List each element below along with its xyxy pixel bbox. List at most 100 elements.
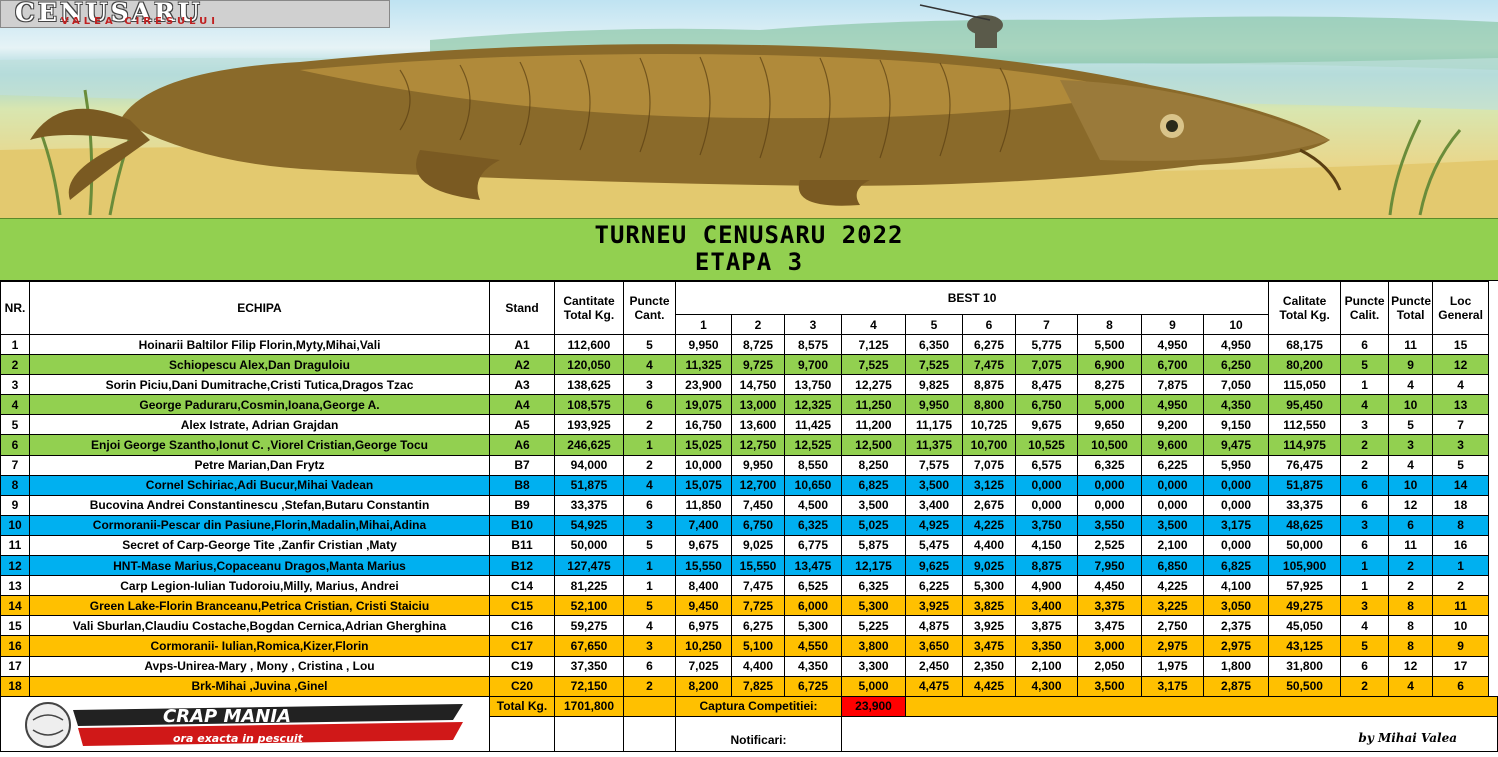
cell-best-6: 3,825 [962,595,1016,617]
cell-best-10: 3,050 [1202,595,1270,617]
cell-best-4: 5,875 [841,534,906,557]
cell-echipa: Sorin Piciu,Dani Dumitrache,Cristi Tutic… [29,374,490,396]
cell-nr: 10 [0,514,30,536]
cell-nr: 2 [0,354,30,376]
cell-total-kg: 112,600 [554,333,624,356]
cell-puncte-cant: 2 [623,414,676,436]
cell-best-9: 4,950 [1141,333,1204,356]
cell-echipa: HNT-Mase Marius,Copaceanu Dragos,Manta M… [29,555,490,577]
cell-best-6: 6,275 [962,333,1016,356]
footer-row-notes: Notificari: by Mihai Valea [1,715,1498,752]
cell-best-3: 8,575 [784,333,842,356]
cell-total-kg: 193,925 [554,414,624,436]
cell-best-2: 9,025 [731,534,785,557]
cell-stand: B8 [489,474,555,496]
cell-puncte-calit: 1 [1340,555,1390,577]
cell-echipa: Hoinarii Baltilor Filip Florin,Myty,Miha… [29,333,490,356]
col-calitate: Calitate Total Kg. [1268,281,1342,335]
cell-best-7: 10,525 [1015,434,1078,456]
footer-cell [623,695,676,717]
cell-best-10: 6,250 [1202,354,1270,376]
col-best10: BEST 10 [674,281,1270,315]
cell-best-1: 9,950 [675,333,732,356]
cell-puncte-calit: 4 [1340,615,1390,637]
cell-best-6: 10,700 [962,434,1016,456]
cell-best-2: 14,750 [731,374,785,396]
cell-loc-general: 7 [1432,414,1490,436]
cell-total-kg: 51,875 [554,474,624,496]
cell-puncte-calit: 2 [1340,675,1390,697]
cell-best-9: 9,200 [1141,414,1204,436]
col-puncte-calit-line1: Puncte [1344,294,1385,308]
cell-best-2: 4,400 [731,655,785,677]
col-calitate-line2: Total Kg. [1279,308,1330,322]
cell-best-9: 0,000 [1141,474,1204,496]
cell-best-6: 3,475 [962,635,1016,657]
cell-best-5: 3,400 [905,494,963,516]
col-loc-general-line2: General [1438,308,1483,322]
cell-total-kg: 108,575 [554,394,624,416]
cell-echipa: George Paduraru,Cosmin,Ioana,George A. [29,394,490,416]
cell-loc-general: 1 [1432,555,1490,577]
cell-stand: A5 [489,414,555,436]
cell-best-4: 5,000 [841,675,906,697]
cell-best-8: 2,525 [1077,534,1142,557]
cell-echipa: Cormoranii- Iulian,Romica,Kizer,Florin [29,635,490,657]
cell-best-2: 9,950 [731,454,785,476]
cell-loc-general: 8 [1432,514,1490,536]
cell-puncte-total: 9 [1388,354,1434,376]
cell-total-kg: 81,225 [554,575,624,597]
cell-best-5: 11,175 [905,414,963,436]
cell-best-3: 6,725 [784,675,842,697]
footer-cell [623,715,676,752]
cell-puncte-total: 11 [1388,534,1434,557]
stage-title: ETAPA 3 [694,248,804,276]
cell-puncte-total: 12 [1388,655,1434,677]
cell-best-9: 6,700 [1141,354,1204,376]
cell-puncte-total: 8 [1388,595,1434,617]
cell-total-kg: 52,100 [554,595,624,617]
cell-best-9: 9,600 [1141,434,1204,456]
cell-best-5: 3,925 [905,595,963,617]
cell-best-8: 3,000 [1077,635,1142,657]
cell-best-1: 9,450 [675,595,732,617]
cell-best-8: 6,900 [1077,354,1142,376]
cell-best-9: 2,750 [1141,615,1204,637]
cell-best-4: 3,300 [841,655,906,677]
cell-best-1: 9,675 [675,534,732,557]
table-row: 13 Carp Legion-Iulian Tudoroiu,Milly, Mar… [0,575,1498,597]
cell-loc-general: 6 [1432,675,1490,697]
col-best-7: 7 [1015,314,1078,335]
cell-best-2: 5,100 [731,635,785,657]
cell-puncte-cant: 1 [623,555,676,577]
cell-best-10: 9,475 [1202,434,1270,456]
table-row: 3 Sorin Piciu,Dani Dumitrache,Cristi Tuti… [0,374,1498,396]
cell-best-5: 11,375 [905,434,963,456]
cell-best-9: 3,175 [1141,675,1204,697]
cell-loc-general: 5 [1432,454,1490,476]
cell-best-8: 0,000 [1077,494,1142,516]
cell-calitate: 50,000 [1268,534,1342,557]
carp-fish-illustration [0,4,1498,218]
cell-stand: C16 [489,615,555,637]
cell-stand: B11 [489,534,555,557]
cell-total-kg: 54,925 [554,514,624,536]
cell-best-5: 9,950 [905,394,963,416]
col-best-8: 8 [1077,314,1142,335]
cell-calitate: 68,175 [1268,333,1342,356]
cell-best-3: 13,750 [784,374,842,396]
cell-nr: 18 [0,675,30,697]
cell-echipa: Alex Istrate, Adrian Grajdan [29,414,490,436]
cell-echipa: Carp Legion-Iulian Tudoroiu,Milly, Mariu… [29,575,490,597]
cell-total-kg: 127,475 [554,555,624,577]
cell-best-8: 5,000 [1077,394,1142,416]
cell-puncte-total: 12 [1388,494,1434,516]
cell-nr: 13 [0,575,30,597]
cell-puncte-cant: 5 [623,534,676,557]
cell-best-7: 4,150 [1015,534,1078,557]
tournament-title: TURNEU CENUSARU 2022 [594,221,904,249]
cell-best-10: 1,800 [1202,655,1270,677]
cell-best-4: 8,250 [841,454,906,476]
cell-best-7: 2,100 [1015,655,1078,677]
cell-best-4: 3,500 [841,494,906,516]
